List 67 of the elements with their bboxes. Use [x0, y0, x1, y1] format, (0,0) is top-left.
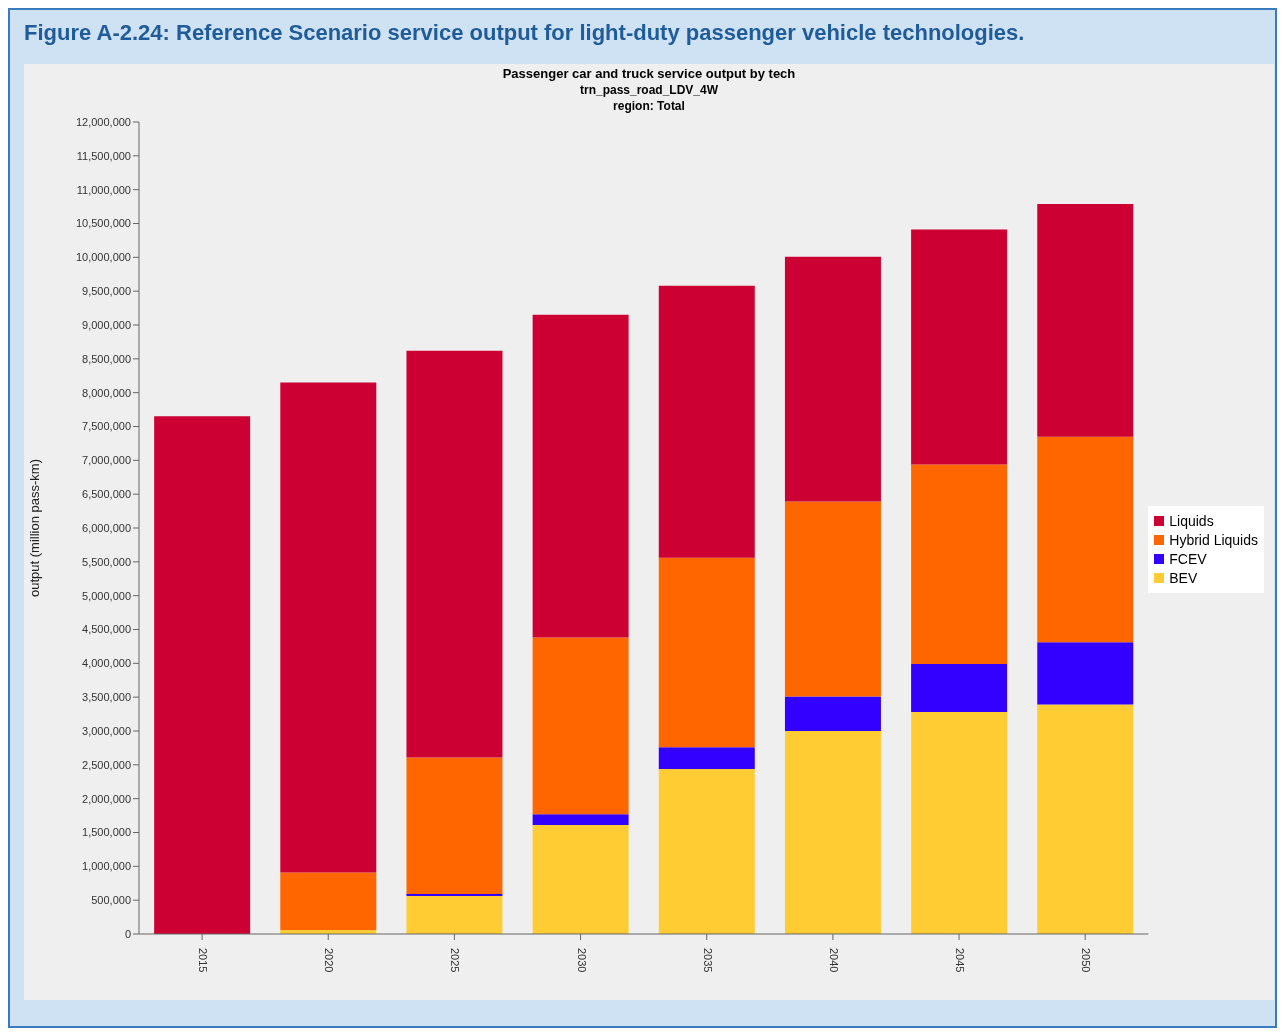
y-tick-label: 5,000,000: [82, 589, 131, 602]
y-tick-label: 11,000,000: [76, 183, 131, 196]
bar: [406, 350, 503, 758]
y-tick-label: 9,500,000: [82, 285, 131, 298]
y-tick-label: 10,500,000: [75, 217, 131, 230]
bar: [658, 768, 755, 934]
bar: [784, 501, 881, 697]
bar: [911, 712, 1008, 934]
y-tick-label: 9,000,000: [82, 318, 131, 331]
bar: [532, 825, 629, 934]
legend-label: Liquids: [1169, 512, 1214, 529]
y-tick-label: 500,000: [91, 894, 131, 907]
x-tick-label: 2025: [449, 948, 462, 973]
bar: [784, 731, 881, 934]
y-tick-label: 6,000,000: [82, 521, 131, 534]
x-tick-label: 2040: [827, 948, 840, 973]
bar: [406, 757, 503, 895]
y-tick-label: 12,000,000: [75, 115, 131, 128]
bar: [280, 872, 377, 930]
y-tick-label: 11,500,000: [76, 149, 131, 162]
x-tick-label: 2020: [323, 948, 336, 973]
y-tick-label: 1,000,000: [82, 860, 131, 873]
bar: [1037, 642, 1134, 705]
bar: [911, 229, 1008, 465]
x-tick-label: 2035: [701, 948, 714, 973]
bar: [658, 557, 755, 748]
y-tick-label: 1,500,000: [82, 826, 131, 839]
bar: [532, 814, 629, 826]
bar: [532, 314, 629, 638]
chart-title: Figure A-2.24: Reference Scenario service output for light-duty passenger vehicle technologies.: [23, 19, 1026, 47]
legend-label: BEV: [1169, 569, 1198, 586]
bar: [280, 382, 377, 873]
bar: [658, 747, 755, 769]
bar: [784, 256, 881, 502]
y-tick-label: 4,500,000: [82, 623, 131, 636]
bar: [911, 464, 1008, 665]
bar: [784, 696, 881, 731]
bar: [911, 664, 1008, 713]
y-tick-label: 6,500,000: [82, 488, 131, 501]
y-tick-label: 8,000,000: [82, 386, 131, 399]
y-tick-label: 2,500,000: [82, 758, 131, 771]
y-tick-label: 4,000,000: [82, 657, 131, 670]
legend-label: FCEV: [1169, 550, 1207, 567]
legend-label: Hybrid Liquids: [1169, 531, 1258, 548]
bar: [154, 416, 251, 934]
bar: [1037, 203, 1134, 437]
y-axis-title: output (million pass-km): [26, 459, 42, 597]
x-tick-label: 2050: [1080, 948, 1093, 973]
y-tick-label: 2,000,000: [82, 792, 131, 805]
x-tick-label: 2030: [575, 948, 588, 973]
bar: [532, 637, 629, 815]
bar: [658, 285, 755, 558]
bar: [1037, 704, 1134, 934]
y-tick-label: 3,500,000: [82, 691, 131, 704]
x-tick-label: 2045: [954, 948, 967, 973]
bar: [406, 894, 503, 897]
y-tick-label: 10,000,000: [75, 251, 131, 264]
bar: [406, 896, 503, 934]
chart-subtitle: Passenger car and truck service output by tech trn_pass_road_LDV_4W region: Total: [501, 66, 797, 114]
y-tick-label: 3,000,000: [82, 724, 131, 737]
y-tick-label: 7,000,000: [82, 454, 131, 467]
y-tick-label: 8,500,000: [82, 352, 131, 365]
y-tick-label: 7,500,000: [82, 420, 131, 433]
bar: [1037, 436, 1134, 643]
y-tick-label: 5,500,000: [82, 555, 131, 568]
x-tick-label: 2015: [197, 948, 210, 973]
y-tick-label: 0: [124, 927, 131, 940]
